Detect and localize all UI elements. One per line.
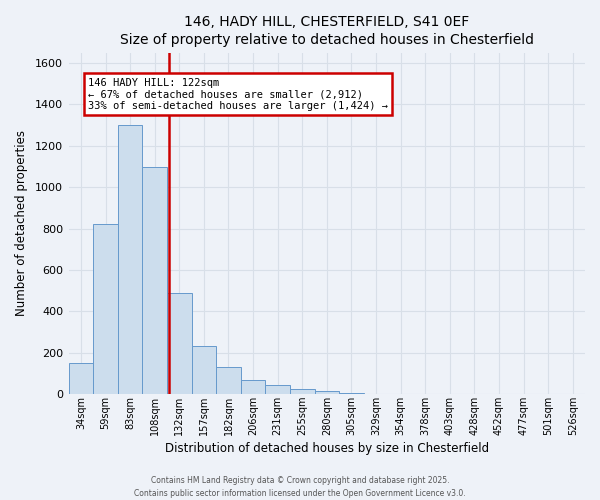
Bar (167, 293, 191, 394)
Bar (68, 363, 93, 394)
Text: Contains HM Land Registry data © Crown copyright and database right 2025.
Contai: Contains HM Land Registry data © Crown c… (134, 476, 466, 498)
Bar (142, 166, 167, 394)
Y-axis label: Number of detached properties: Number of detached properties (15, 130, 28, 316)
Text: 146 HADY HILL: 122sqm
← 67% of detached houses are smaller (2,912)
33% of semi-d: 146 HADY HILL: 122sqm ← 67% of detached … (88, 78, 388, 111)
Title: 146, HADY HILL, CHESTERFIELD, S41 0EF
Size of property relative to detached hous: 146, HADY HILL, CHESTERFIELD, S41 0EF Si… (120, 15, 534, 48)
Bar (191, 346, 216, 394)
Bar (339, 393, 364, 394)
Bar (118, 125, 142, 394)
Bar (93, 224, 118, 394)
X-axis label: Distribution of detached houses by size in Chesterfield: Distribution of detached houses by size … (165, 442, 489, 455)
Bar (241, 380, 265, 394)
Bar (314, 391, 339, 394)
Bar (216, 368, 241, 394)
Bar (290, 389, 314, 394)
Bar (265, 385, 290, 394)
